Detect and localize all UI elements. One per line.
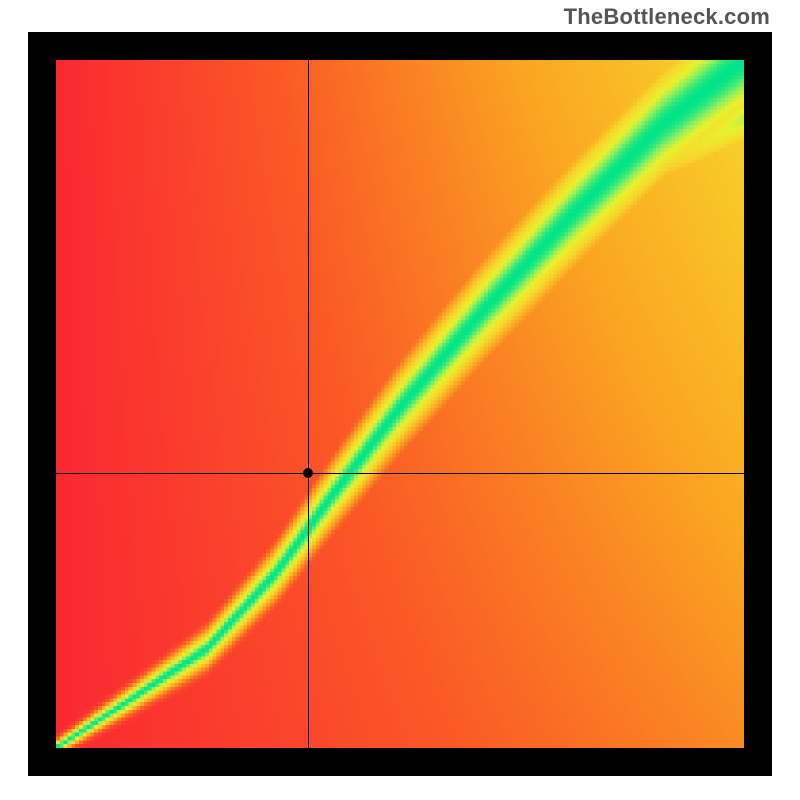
crosshair-horizontal (56, 473, 744, 474)
chart-container: TheBottleneck.com (0, 0, 800, 800)
attribution-text: TheBottleneck.com (564, 4, 770, 30)
plot-frame (28, 32, 772, 776)
crosshair-vertical (308, 60, 309, 748)
crosshair-marker (303, 468, 313, 478)
bottleneck-heatmap (56, 60, 744, 748)
